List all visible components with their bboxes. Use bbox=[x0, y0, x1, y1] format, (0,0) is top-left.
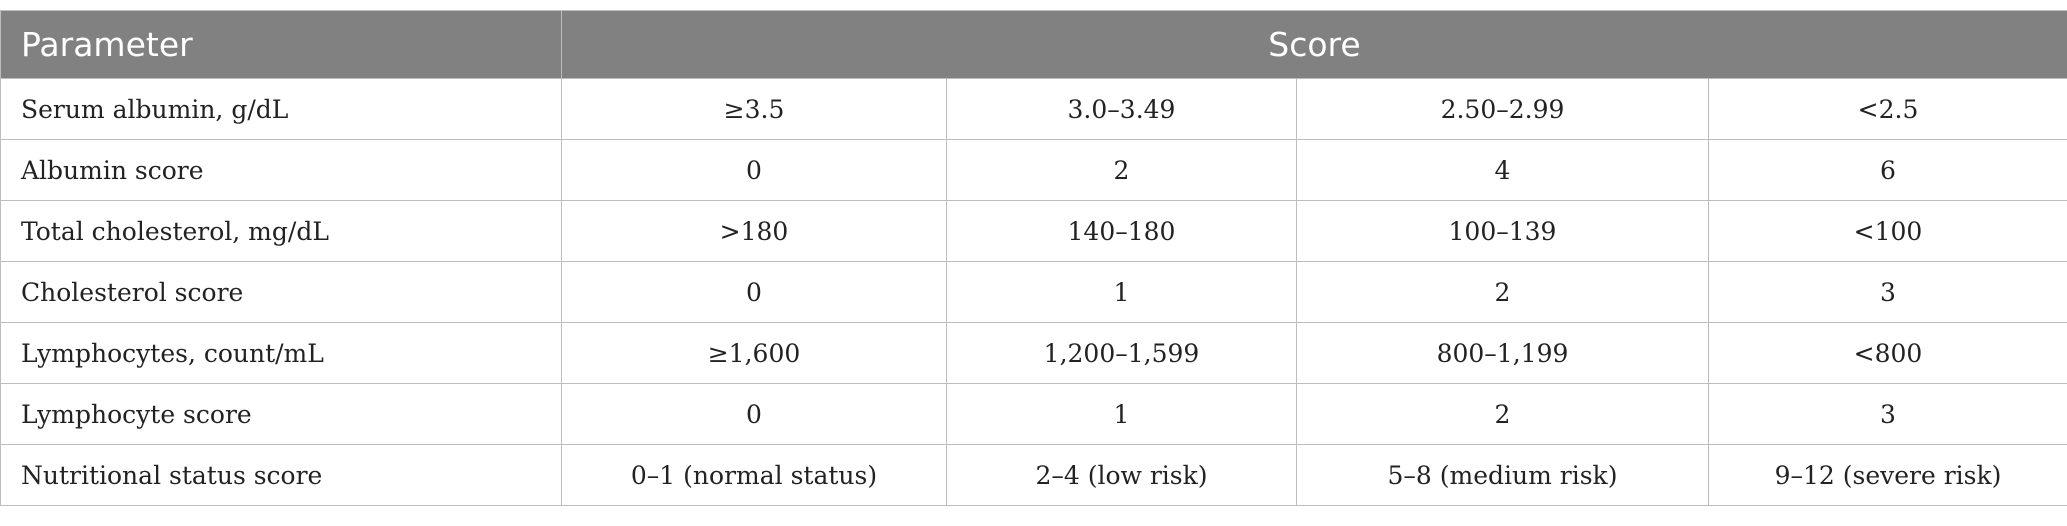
table-row: Total cholesterol, mg/dL >180 140–180 10… bbox=[0, 200, 2067, 262]
row-parameter: Albumin score bbox=[0, 139, 562, 201]
row-parameter: Nutritional status score bbox=[0, 444, 562, 506]
table-cell: 3.0–3.49 bbox=[946, 78, 1297, 140]
header-score: Score bbox=[561, 10, 2067, 79]
table-cell: 9–12 (severe risk) bbox=[1708, 444, 2067, 506]
table-cell: >180 bbox=[561, 200, 947, 262]
table-cell: 2 bbox=[946, 139, 1297, 201]
table-cell: 4 bbox=[1296, 139, 1709, 201]
table-cell: ≥1,600 bbox=[561, 322, 947, 384]
row-parameter: Lymphocyte score bbox=[0, 383, 562, 445]
table-cell: 2 bbox=[1296, 383, 1709, 445]
table-row: Cholesterol score 0 1 2 3 bbox=[0, 261, 2067, 323]
table-row: Nutritional status score 0–1 (normal sta… bbox=[0, 444, 2067, 506]
table-cell: 0–1 (normal status) bbox=[561, 444, 947, 506]
table-cell: 6 bbox=[1708, 139, 2067, 201]
table-cell: 100–139 bbox=[1296, 200, 1709, 262]
table-cell: 1 bbox=[946, 383, 1297, 445]
table-cell: 0 bbox=[561, 261, 947, 323]
table-cell: <100 bbox=[1708, 200, 2067, 262]
table-cell: 2.50–2.99 bbox=[1296, 78, 1709, 140]
row-parameter: Lymphocytes, count/mL bbox=[0, 322, 562, 384]
table-header-row: Parameter Score bbox=[0, 10, 2067, 79]
conut-score-table: Parameter Score Serum albumin, g/dL ≥3.5… bbox=[0, 10, 2067, 506]
table-cell: <800 bbox=[1708, 322, 2067, 384]
conut-table-container: Parameter Score Serum albumin, g/dL ≥3.5… bbox=[0, 10, 2067, 506]
table-cell: 3 bbox=[1708, 261, 2067, 323]
table-cell: 1,200–1,599 bbox=[946, 322, 1297, 384]
table-cell: 140–180 bbox=[946, 200, 1297, 262]
table-cell: <2.5 bbox=[1708, 78, 2067, 140]
table-row: Serum albumin, g/dL ≥3.5 3.0–3.49 2.50–2… bbox=[0, 78, 2067, 140]
table-cell: 2–4 (low risk) bbox=[946, 444, 1297, 506]
row-parameter: Serum albumin, g/dL bbox=[0, 78, 562, 140]
header-parameter: Parameter bbox=[0, 10, 562, 79]
row-parameter: Cholesterol score bbox=[0, 261, 562, 323]
table-cell: 1 bbox=[946, 261, 1297, 323]
table-cell: 3 bbox=[1708, 383, 2067, 445]
table-cell: 5–8 (medium risk) bbox=[1296, 444, 1709, 506]
table-cell: 2 bbox=[1296, 261, 1709, 323]
table-row: Albumin score 0 2 4 6 bbox=[0, 139, 2067, 201]
table-cell: 800–1,199 bbox=[1296, 322, 1709, 384]
table-row: Lymphocyte score 0 1 2 3 bbox=[0, 383, 2067, 445]
table-row: Lymphocytes, count/mL ≥1,600 1,200–1,599… bbox=[0, 322, 2067, 384]
table-cell: 0 bbox=[561, 383, 947, 445]
table-cell: ≥3.5 bbox=[561, 78, 947, 140]
row-parameter: Total cholesterol, mg/dL bbox=[0, 200, 562, 262]
table-cell: 0 bbox=[561, 139, 947, 201]
